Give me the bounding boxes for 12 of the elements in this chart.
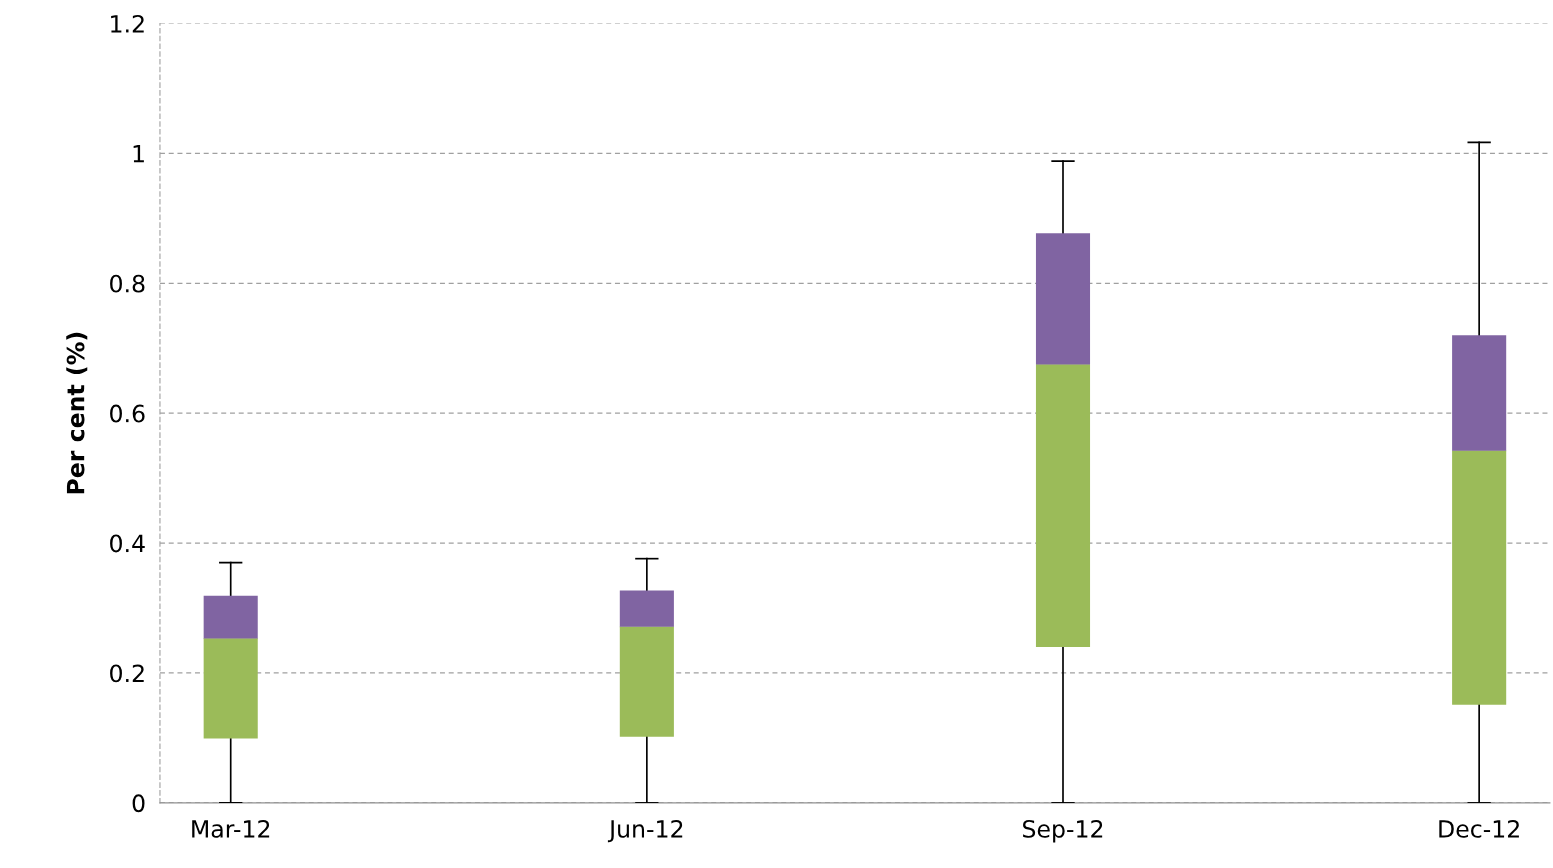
y-axis-title: Per cent (%): [66, 332, 88, 494]
y-tick-label: 0.4: [110, 534, 145, 553]
x-tick-label: Sep-12: [1023, 819, 1103, 843]
y-tick-label: 1.2: [111, 14, 144, 33]
y-tick-label: 0.2: [110, 664, 144, 683]
x-tick-label: Mar-12: [192, 819, 270, 838]
x-tick-label: Jun-12: [607, 819, 683, 843]
y-tick-label: 0.6: [110, 404, 145, 423]
y-tick-label: 0: [132, 794, 145, 813]
y-tick-label: 0.8: [110, 274, 145, 293]
x-tick-label: Dec-12: [1439, 819, 1519, 838]
y-tick-label: 1: [133, 145, 144, 163]
